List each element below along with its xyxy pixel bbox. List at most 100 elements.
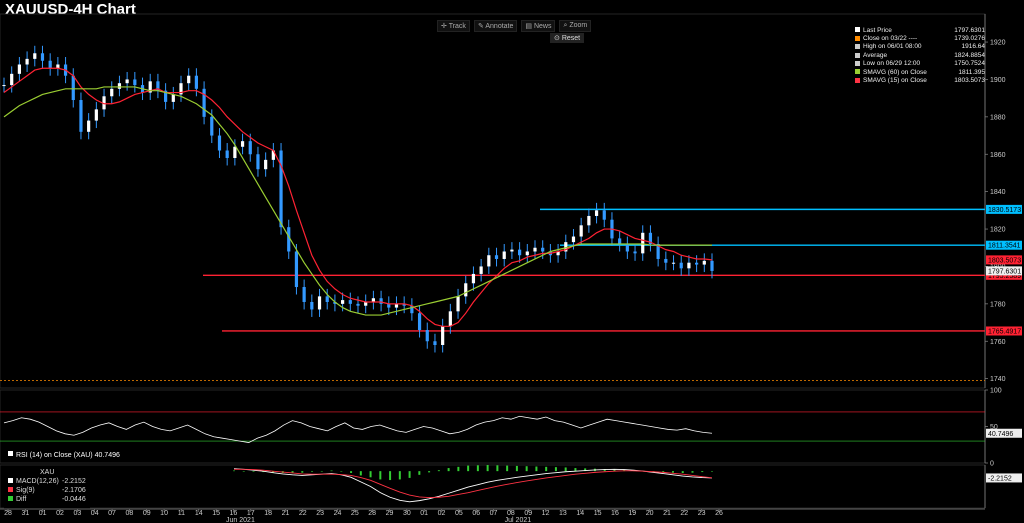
x-tick-label: 31 — [21, 510, 29, 517]
main-frame — [0, 13, 986, 389]
macd-diff-bar — [662, 471, 665, 473]
price-candle — [233, 146, 237, 158]
macd-legend-swatch — [8, 478, 13, 483]
price-candle — [456, 296, 460, 312]
reset-button[interactable]: ⊙ Reset — [550, 33, 585, 43]
legend-value: 1739.0276 — [954, 35, 985, 43]
x-tick-label: 07 — [490, 510, 498, 517]
x-tick-label: 09 — [524, 510, 532, 517]
zoom-button[interactable]: ⌕ Zoom — [559, 20, 592, 32]
price-candle — [210, 116, 214, 136]
price-candle — [487, 255, 491, 267]
legend-item: Average 1824.8854 — [855, 51, 985, 59]
x-tick-label: 20 — [646, 510, 654, 517]
price-candle — [464, 283, 468, 297]
price-candle — [656, 244, 660, 259]
macd-diff-bar — [418, 471, 421, 475]
annotate-button[interactable]: ✎ Annotate — [473, 20, 518, 32]
price-candle — [148, 81, 152, 93]
price-candle — [302, 287, 306, 302]
macd-diff-bar — [369, 471, 372, 478]
macd-diff-bar — [320, 471, 323, 472]
main-y-tick-label: 1760 — [990, 339, 1006, 346]
macd-diff-bar — [613, 469, 616, 472]
macd-diff-bar — [476, 465, 479, 472]
macd-diff-bar — [711, 471, 713, 472]
signal-line — [234, 468, 713, 499]
price-candle — [187, 75, 191, 84]
x-tick-label: 28 — [368, 510, 376, 517]
macd-diff-bar — [535, 466, 538, 472]
price-candle — [256, 154, 260, 170]
price-candle — [94, 109, 98, 121]
macd-diff-bar — [564, 467, 567, 472]
x-tick-label: 16 — [611, 510, 619, 517]
x-tick-label: 07 — [108, 510, 116, 517]
macd-diff-bar — [457, 466, 460, 472]
rsi-value-label: 40.7496 — [988, 431, 1013, 438]
x-tick-label: 22 — [680, 510, 688, 517]
legend-label: SMAVG (15) on Close — [863, 77, 927, 85]
macd-value-tag — [986, 473, 1022, 483]
legend-item: Last Price 1797.6301 — [855, 26, 985, 34]
main-y-tick-label: 1840 — [990, 189, 1006, 196]
price-candle — [133, 79, 137, 86]
macd-diff-bar — [496, 465, 499, 472]
price-candle — [533, 247, 537, 252]
legend-value: 1803.5073 — [954, 77, 985, 85]
x-tick-label: 15 — [594, 510, 602, 517]
main-y-tick-label: 1740 — [990, 376, 1006, 383]
legend-label: SMAVG (60) on Close — [863, 68, 927, 76]
rsi-y-tick-label: 0 — [990, 461, 994, 468]
price-candle — [441, 326, 445, 345]
smavg-60-line — [3, 86, 712, 316]
x-tick-label: 06 — [472, 510, 480, 517]
macd-diff-bar — [545, 466, 548, 472]
price-candle — [633, 251, 637, 254]
x-tick-label: 26 — [715, 510, 723, 517]
smavg-15-line — [3, 67, 713, 327]
macd-diff-bar — [408, 471, 411, 478]
x-tick-label: 21 — [663, 510, 671, 517]
news-button[interactable]: ▤ News — [521, 20, 556, 32]
macd-diff-bar — [262, 471, 265, 473]
price-candle — [356, 303, 360, 306]
legend-item: Low on 06/29 12:00 1750.7524 — [855, 60, 985, 68]
x-tick-label: 19 — [628, 510, 636, 517]
macd-diff-bar — [554, 467, 557, 472]
x-tick-label: 23 — [316, 510, 324, 517]
price-candle — [564, 242, 568, 252]
main-level-label: 1765.4917 — [988, 328, 1021, 335]
main-value-tag — [986, 266, 1022, 276]
price-candle — [556, 251, 560, 256]
main-level-tag — [986, 204, 1022, 214]
price-candle — [348, 300, 352, 304]
zoom-icon: ⌕ — [563, 22, 570, 29]
price-candle — [325, 296, 329, 302]
macd-legend-value: -2.1706 — [62, 487, 86, 494]
x-tick-label: 14 — [195, 510, 203, 517]
macd-legend-value: -2.2152 — [62, 478, 86, 485]
x-tick-label: 29 — [386, 510, 394, 517]
x-tick-label: 12 — [542, 510, 550, 517]
rsi-y-tick-label: 100 — [990, 388, 1002, 395]
macd-diff-bar — [691, 471, 694, 473]
crosshair-icon: ✛ — [441, 23, 449, 30]
x-tick-label: 11 — [178, 510, 185, 517]
price-candle — [117, 83, 122, 89]
legend-value: 1916.64 — [961, 43, 986, 51]
x-tick-label: 21 — [282, 510, 290, 517]
legend-item: SMAVG (60) on Close 1811.395 — [855, 68, 985, 76]
x-tick-label: 16 — [230, 510, 238, 517]
price-candle — [687, 262, 691, 269]
rsi-frame — [0, 389, 986, 464]
main-y-tick-label: 1880 — [990, 114, 1006, 121]
rsi-value-tag — [986, 428, 1022, 438]
track-button[interactable]: ✛ Track — [437, 20, 470, 32]
macd-legend-swatch — [8, 496, 13, 501]
rsi-label-box — [4, 449, 146, 459]
legend-label: Close on 03/22 ---- — [863, 35, 918, 43]
price-candle — [602, 210, 606, 220]
macd-diff-bar — [359, 471, 362, 476]
macd-diff-bar — [379, 471, 382, 480]
